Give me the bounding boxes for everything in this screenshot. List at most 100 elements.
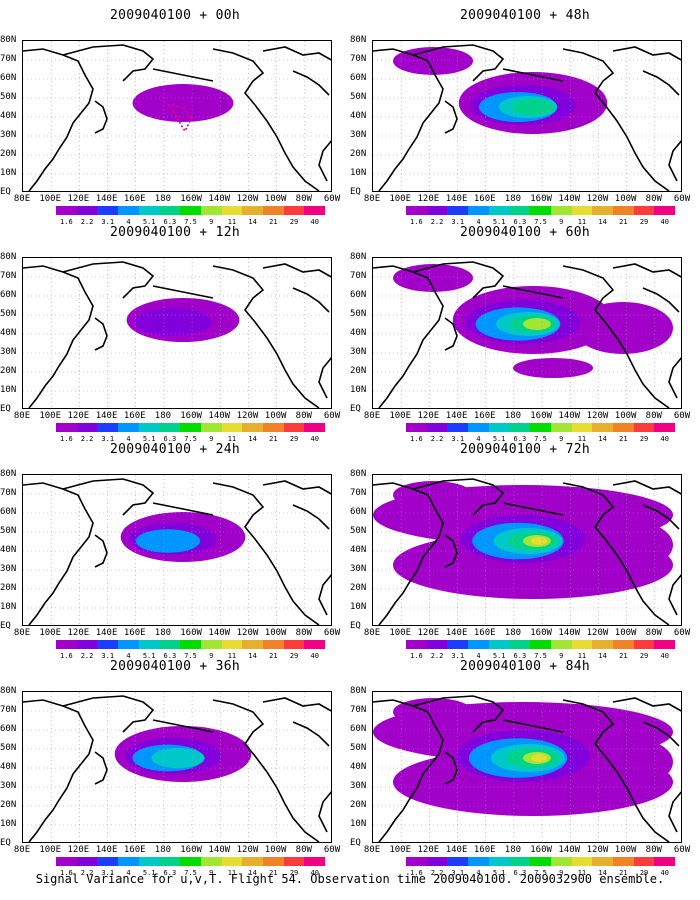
colorbar-swatch [200,206,222,215]
colorbar-label: 14 [248,652,257,660]
lat-tick-label: 50N [350,92,367,102]
colorbar-label: 3.1 [451,652,465,660]
colorbar-label: 4 [126,869,131,877]
colorbar-label: 7.5 [184,652,197,660]
colorbar-swatch [468,640,489,649]
lon-tick-label: 180 [504,194,522,204]
lon-tick-label: 160W [530,845,552,855]
colorbar-label: 1.6 [60,435,73,443]
variance-field [531,754,547,762]
colorbar [56,640,325,649]
colorbar-swatch [159,423,181,432]
colorbar-label: 9 [559,218,564,226]
lon-tick-label: 100E [389,628,412,638]
lon-tick-label: 80W [645,194,662,204]
coastline [62,478,155,516]
colorbar-swatch [180,640,201,649]
colorbar-label: 6.3 [163,869,177,877]
colorbar-label: 5.1 [142,435,156,443]
colorbar-swatch [56,857,77,866]
colorbar-swatch [200,857,222,866]
colorbar-swatch [530,640,551,649]
coastline [562,482,670,625]
lon-tick-label: 120E [417,628,440,638]
lat-tick-label: 70N [350,54,367,64]
coastline [444,534,458,568]
coastline [668,791,681,833]
colorbar-swatch [571,206,593,215]
lat-tick-label: 20N [0,583,17,593]
panel-title: 2009040100 + 12h [109,225,241,240]
lon-tick-label: 180 [504,628,522,638]
lon-tick-label: 80E [13,845,31,855]
forecast-panel: 2009040100 + 00h 80N 70N 60N 50N 40N 30N 20N 10N… [0,0,350,226]
colorbar-label: 14 [248,435,257,443]
colorbar-label: 11 [227,218,237,226]
coastline [412,695,505,733]
lon-tick-label: 160W [180,845,202,855]
colorbar-label: 14 [598,652,607,660]
lon-tick-label: 160W [180,628,202,638]
colorbar-swatch [242,857,263,866]
colorbar-label: 29 [639,652,649,660]
figure-caption: Signal Variance for u,v,T. Flight 54. Ob… [35,872,665,886]
coastline [94,751,108,785]
colorbar-label: 21 [269,652,278,660]
variance-field [132,84,234,122]
lon-tick-label: 120E [67,194,90,204]
colorbar-label: 2.2 [80,869,94,877]
variance-field [134,308,212,336]
colorbar-label: 14 [248,869,257,877]
coastline [612,697,681,712]
colorbar-swatch [612,857,634,866]
coastline [502,285,564,299]
lat-tick-label: 60N [350,73,367,83]
lon-tick-label: 100W [614,194,637,204]
colorbar-label: 29 [639,218,649,226]
lat-tick-label: 20N [0,800,17,810]
colorbar-label: 9 [209,652,214,660]
lon-tick-label: 160E [473,628,496,638]
colorbar-swatch [488,857,510,866]
colorbar-swatch [221,206,243,215]
colorbar-label: 4 [476,435,481,443]
coastline [94,534,108,568]
colorbar-swatch [654,423,675,432]
colorbar-label: 29 [639,869,649,877]
lat-tick-label: 50N [350,309,367,319]
colorbar [406,857,675,866]
colorbar-swatch [76,423,98,432]
colorbar-swatch [283,857,305,866]
coastline [318,140,331,182]
colorbar-swatch [283,640,305,649]
lon-tick-label: 120W [586,411,609,421]
colorbar-swatch [654,857,675,866]
coastline [292,287,330,313]
lat-tick-label: 50N [350,743,367,753]
coastline [642,70,680,96]
colorbar-swatch [571,857,593,866]
colorbar-label: 5.1 [492,218,506,226]
lat-tick-label: 40N [0,111,17,121]
lon-tick-label: 60W [323,845,341,855]
colorbar-label: 29 [639,435,649,443]
colorbar-swatch [159,857,181,866]
lat-tick-label: 40N [350,762,367,772]
colorbar-label: 6.3 [513,869,527,877]
lon-tick-label: 80E [13,194,31,204]
lat-tick-label: 80N [0,252,17,262]
coastline [373,265,444,408]
colorbar-label: 3.1 [101,218,115,226]
colorbar-label: 7.5 [184,218,197,226]
coastline [262,480,331,495]
lon-tick-label: 100W [614,845,637,855]
lon-tick-label: 60W [673,411,691,421]
lon-tick-label: 120W [236,845,259,855]
colorbar-swatch [76,857,98,866]
colorbar-label: 5.1 [492,869,506,877]
colorbar-label: 40 [310,435,319,443]
colorbar-swatch [406,640,427,649]
lon-tick-label: 100W [614,411,637,421]
coastline [152,719,214,733]
map-svg [373,258,681,408]
